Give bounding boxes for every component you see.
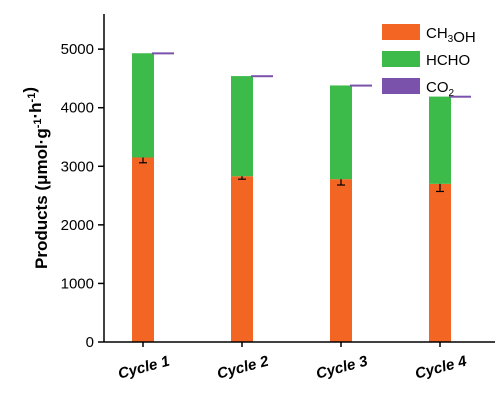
bar-co2-1 bbox=[152, 52, 174, 55]
legend-swatch-ch3oh bbox=[382, 24, 420, 40]
x-tick-label-2: Cycle 2 bbox=[215, 352, 271, 382]
bar-co2-4 bbox=[449, 95, 471, 98]
legend: CH3OH HCHO CO2 bbox=[382, 24, 476, 99]
legend-swatch-co2 bbox=[382, 78, 420, 94]
bar-co2-2 bbox=[251, 75, 273, 78]
bar-ch3oh-1 bbox=[132, 157, 154, 342]
legend-swatch-hcho bbox=[382, 51, 420, 67]
bar-co2-3 bbox=[350, 84, 372, 87]
y-tick-label: 0 bbox=[86, 334, 94, 351]
y-axis-title: Products (μmol·g-1·h-1) bbox=[20, 87, 51, 269]
y-tick-label: 5000 bbox=[61, 41, 94, 58]
y-tick-label: 1000 bbox=[61, 275, 94, 292]
bar-ch3oh-2 bbox=[231, 176, 253, 342]
bar-hcho-3 bbox=[330, 85, 352, 180]
x-tick-label-4: Cycle 4 bbox=[413, 352, 469, 382]
x-tick-label-1: Cycle 1 bbox=[116, 353, 171, 383]
legend-label-co2: CO2 bbox=[426, 79, 455, 99]
bar-ch3oh-4 bbox=[429, 183, 451, 342]
y-axis-ticks: 0 1000 2000 3000 4000 5000 bbox=[61, 41, 104, 351]
axes bbox=[103, 14, 495, 343]
y-axis-label: Products (μmol·g-1·h-1) bbox=[20, 87, 51, 269]
y-tick-label: 2000 bbox=[61, 217, 94, 234]
bar-ch3oh-3 bbox=[330, 179, 352, 342]
legend-label-ch3oh: CH3OH bbox=[426, 25, 476, 46]
legend-label-hcho: HCHO bbox=[426, 52, 470, 69]
y-tick-label: 3000 bbox=[61, 158, 94, 175]
bar-hcho-4 bbox=[429, 96, 451, 184]
bar-hcho-1 bbox=[132, 53, 154, 158]
bars bbox=[132, 52, 471, 342]
bar-hcho-2 bbox=[231, 76, 253, 177]
x-axis-ticks: Cycle 1 Cycle 2 Cycle 3 Cycle 4 bbox=[116, 342, 469, 383]
x-tick-label-3: Cycle 3 bbox=[314, 352, 370, 382]
y-tick-label: 4000 bbox=[61, 100, 94, 117]
